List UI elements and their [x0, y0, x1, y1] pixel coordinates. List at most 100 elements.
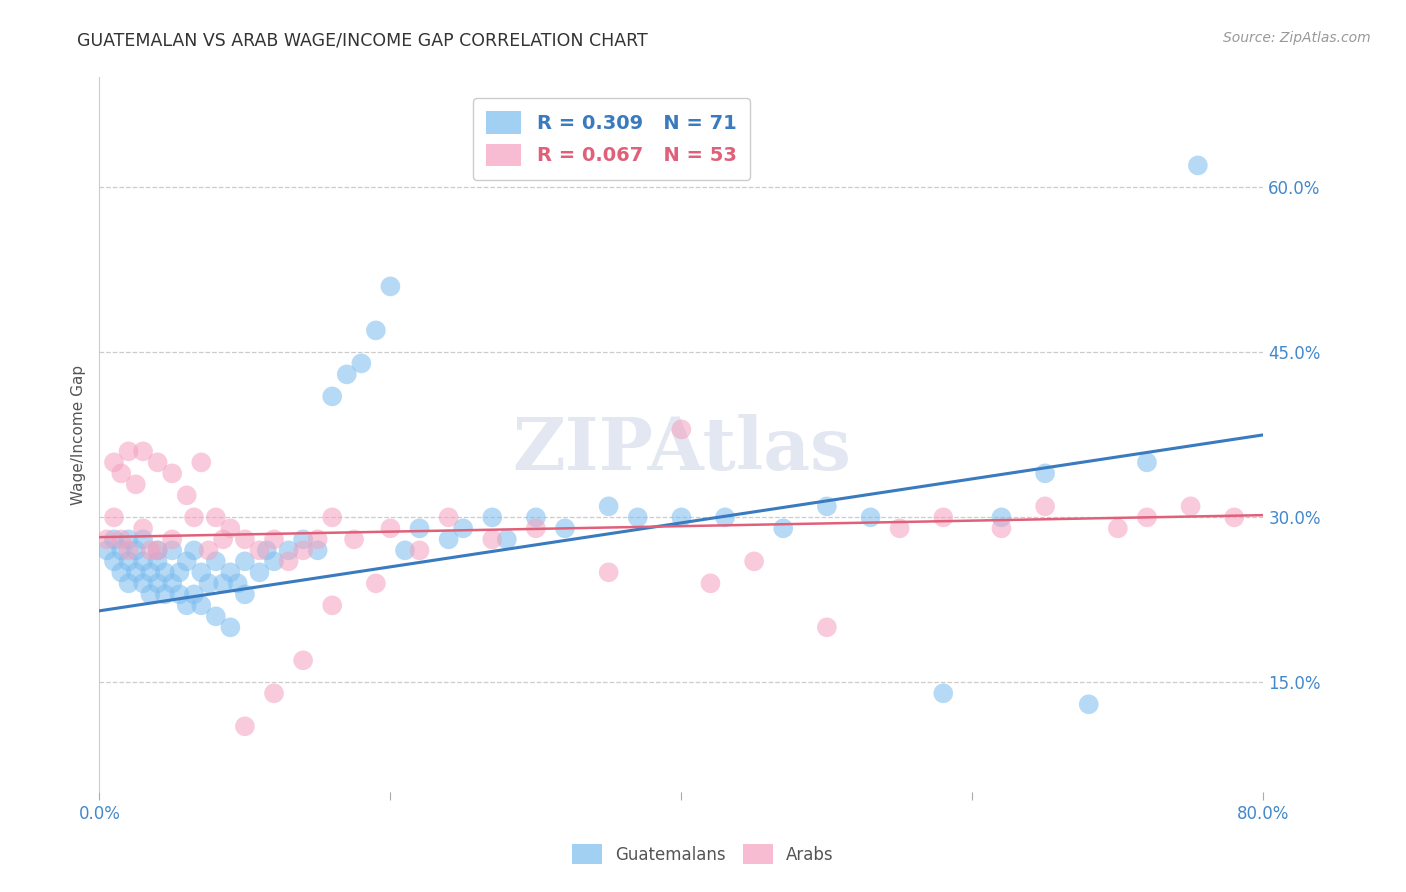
Point: [169, 587, 191, 601]
Point: [292, 543, 315, 558]
Point: [103, 455, 125, 469]
Point: [132, 521, 155, 535]
Point: [139, 587, 162, 601]
Point: [153, 566, 176, 580]
Point: [233, 587, 256, 601]
Point: [1223, 510, 1246, 524]
Point: [110, 533, 132, 547]
Point: [96, 543, 118, 558]
Point: [183, 510, 205, 524]
Point: [256, 543, 278, 558]
Point: [1077, 698, 1099, 712]
Point: [190, 599, 212, 613]
Point: [437, 510, 460, 524]
Point: [117, 444, 139, 458]
Point: [160, 533, 183, 547]
Point: [103, 510, 125, 524]
Point: [932, 686, 955, 700]
Point: [364, 323, 387, 337]
Point: [205, 510, 228, 524]
Point: [437, 533, 460, 547]
Point: [990, 510, 1012, 524]
Point: [132, 533, 155, 547]
Point: [219, 521, 242, 535]
Point: [176, 488, 198, 502]
Point: [277, 554, 299, 568]
Point: [160, 467, 183, 481]
Point: [212, 533, 235, 547]
Point: [190, 566, 212, 580]
Point: [524, 521, 547, 535]
Point: [554, 521, 576, 535]
Point: [117, 576, 139, 591]
Text: Source: ZipAtlas.com: Source: ZipAtlas.com: [1223, 31, 1371, 45]
Point: [197, 543, 219, 558]
Point: [408, 543, 430, 558]
Point: [1136, 455, 1159, 469]
Point: [1033, 467, 1056, 481]
Point: [321, 510, 343, 524]
Point: [103, 554, 125, 568]
Point: [481, 510, 503, 524]
Point: [292, 533, 315, 547]
Point: [263, 533, 285, 547]
Point: [380, 521, 402, 535]
Y-axis label: Wage/Income Gap: Wage/Income Gap: [72, 365, 86, 505]
Point: [117, 533, 139, 547]
Legend: R = 0.309   N = 71, R = 0.067   N = 53: R = 0.309 N = 71, R = 0.067 N = 53: [472, 98, 751, 180]
Point: [1033, 500, 1056, 514]
Point: [1180, 500, 1202, 514]
Point: [307, 533, 329, 547]
Point: [249, 566, 271, 580]
Point: [859, 510, 882, 524]
Point: [233, 533, 256, 547]
Point: [132, 444, 155, 458]
Point: [197, 576, 219, 591]
Point: [183, 587, 205, 601]
Point: [146, 543, 169, 558]
Point: [451, 521, 474, 535]
Point: [408, 521, 430, 535]
Point: [1107, 521, 1129, 535]
Point: [742, 554, 765, 568]
Point: [481, 533, 503, 547]
Point: [350, 356, 373, 370]
Point: [110, 543, 132, 558]
Point: [1187, 158, 1209, 172]
Point: [110, 566, 132, 580]
Point: [205, 609, 228, 624]
Point: [146, 576, 169, 591]
Legend: Guatemalans, Arabs: Guatemalans, Arabs: [565, 838, 841, 871]
Point: [190, 455, 212, 469]
Point: [714, 510, 737, 524]
Point: [364, 576, 387, 591]
Point: [292, 653, 315, 667]
Point: [219, 566, 242, 580]
Point: [117, 554, 139, 568]
Point: [321, 389, 343, 403]
Point: [495, 533, 517, 547]
Point: [336, 368, 359, 382]
Point: [160, 576, 183, 591]
Point: [598, 500, 620, 514]
Point: [815, 500, 838, 514]
Point: [263, 554, 285, 568]
Point: [125, 566, 148, 580]
Point: [263, 686, 285, 700]
Point: [990, 521, 1012, 535]
Point: [277, 543, 299, 558]
Point: [117, 543, 139, 558]
Point: [772, 521, 794, 535]
Point: [169, 566, 191, 580]
Point: [183, 543, 205, 558]
Point: [1136, 510, 1159, 524]
Point: [321, 599, 343, 613]
Text: ZIPAtlas: ZIPAtlas: [512, 414, 851, 484]
Point: [132, 576, 155, 591]
Point: [627, 510, 650, 524]
Point: [176, 554, 198, 568]
Point: [146, 543, 169, 558]
Point: [932, 510, 955, 524]
Point: [815, 620, 838, 634]
Point: [212, 576, 235, 591]
